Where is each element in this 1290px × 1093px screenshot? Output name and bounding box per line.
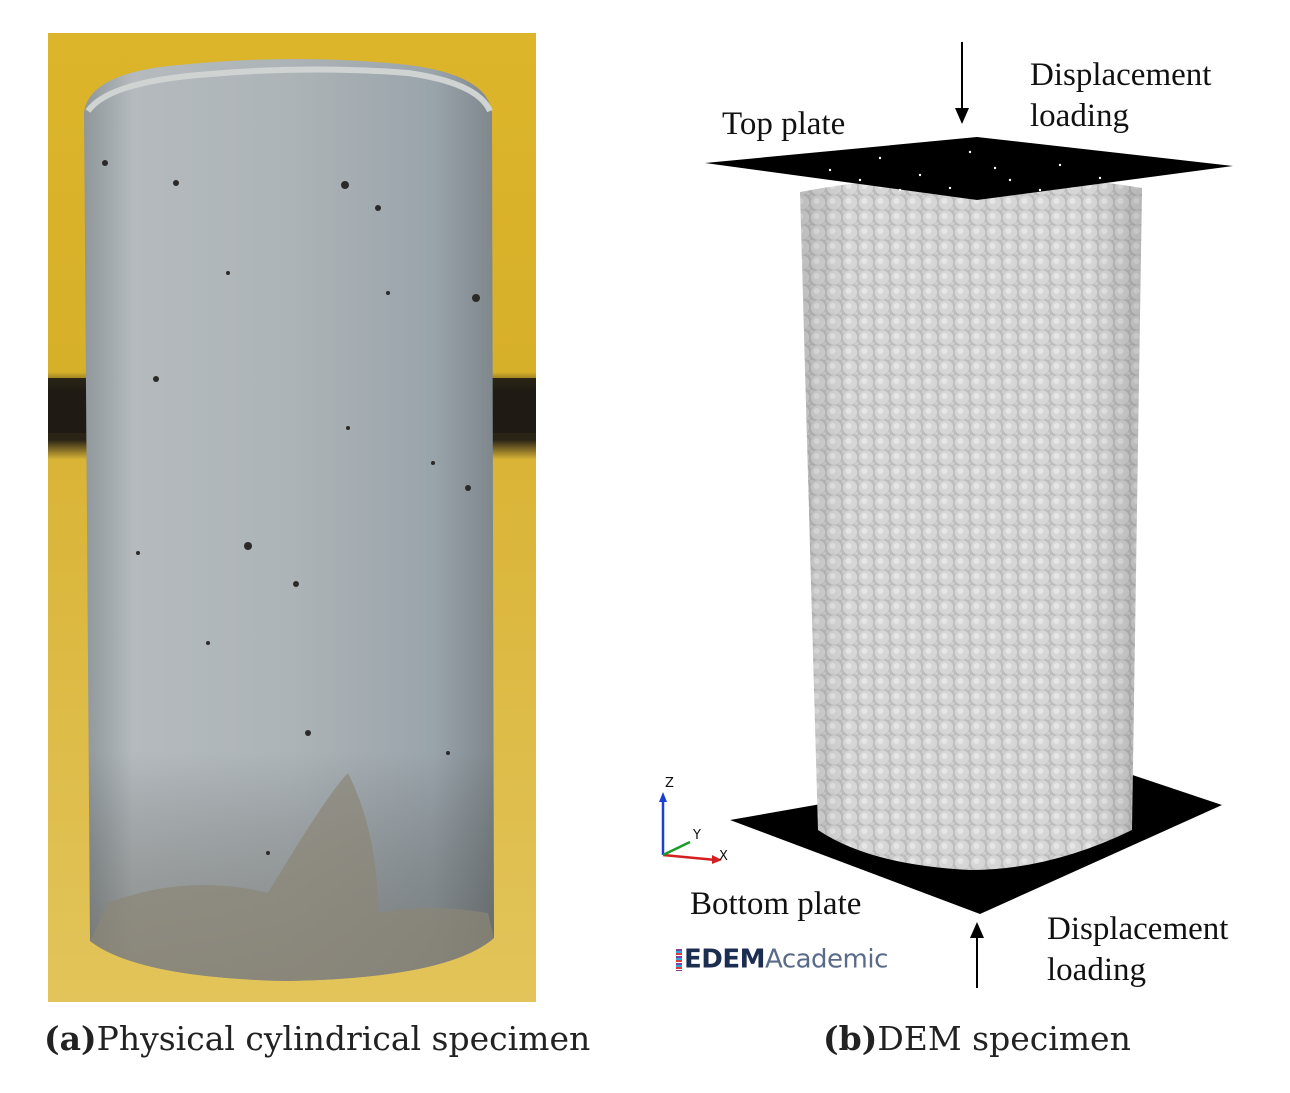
logo-edem-text: EDEM — [684, 944, 765, 975]
caption-panel-b: (b)DEM specimen — [823, 1016, 1131, 1062]
caption-b-text: DEM specimen — [877, 1019, 1131, 1058]
axis-z-label: Z — [665, 776, 674, 791]
axis-y-label: Y — [693, 828, 701, 843]
logo-bars-icon — [676, 948, 682, 971]
edem-academic-logo: EDEMAcademic — [676, 944, 888, 978]
bottom-plate-label: Bottom plate — [690, 886, 862, 922]
caption-panel-a: (a)Physical cylindrical specimen — [44, 1016, 590, 1062]
displacement-loading-bottom-label: Displacement loading — [1047, 909, 1228, 991]
logo-academic-text: Academic — [764, 944, 888, 975]
caption-a-text: Physical cylindrical specimen — [96, 1019, 591, 1058]
physical-specimen-photo — [48, 33, 536, 1002]
displacement-bottom-line1: Displacement — [1047, 911, 1229, 947]
displacement-bottom-line2: loading — [1047, 952, 1146, 988]
displacement-loading-top-label: Displacement loading — [1030, 55, 1211, 137]
top-plate-label: Top plate — [722, 106, 846, 142]
axis-x-label: X — [719, 849, 728, 864]
dem-specimen-render — [659, 42, 1233, 988]
caption-a-tag: (a) — [44, 1019, 97, 1058]
caption-b-tag: (b) — [823, 1019, 878, 1058]
displacement-top-line2: loading — [1030, 98, 1129, 134]
displacement-top-line1: Displacement — [1030, 57, 1212, 93]
